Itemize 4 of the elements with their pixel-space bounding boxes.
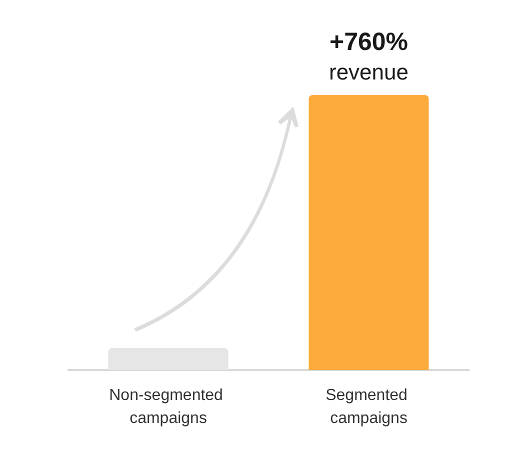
- annotation: +760%: [329, 28, 408, 56]
- x-tick-label: Segmented campaigns: [326, 387, 412, 427]
- annotation: revenue: [328, 60, 409, 84]
- x-tick-label: Non-segmented campaigns: [109, 387, 228, 427]
